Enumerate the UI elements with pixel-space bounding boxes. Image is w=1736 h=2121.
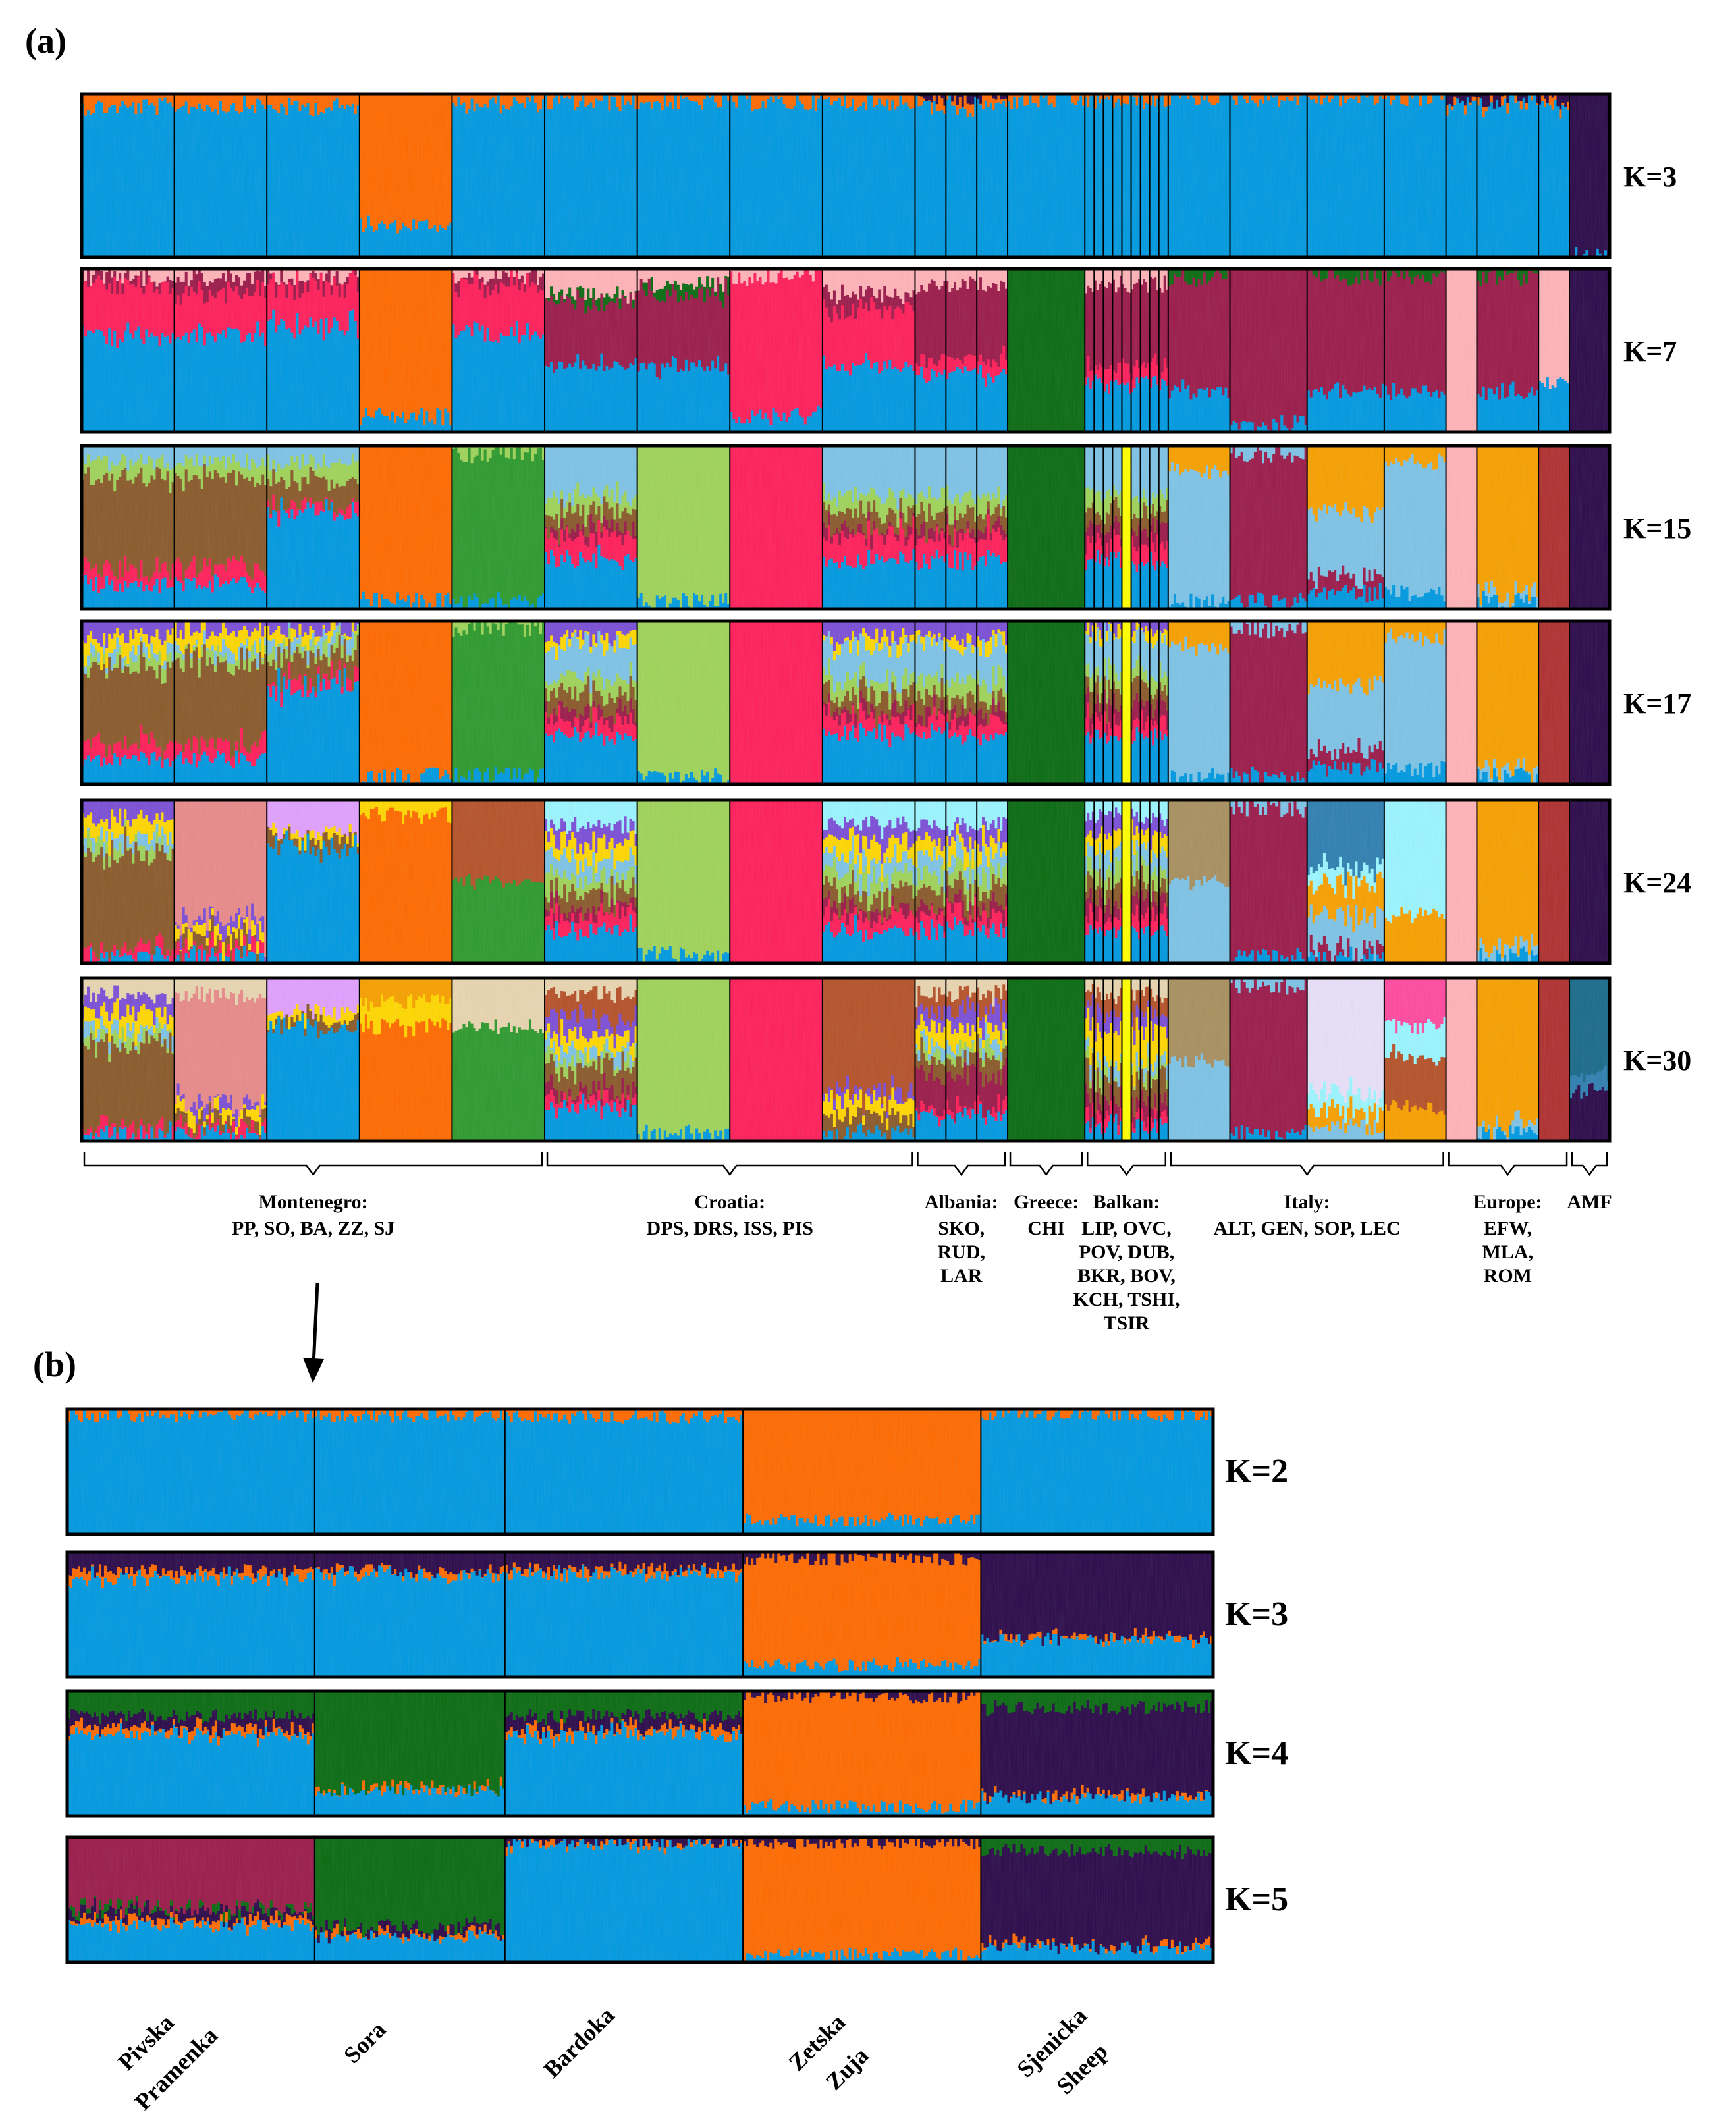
texture-overlay bbox=[82, 269, 1610, 432]
k-label: K=3 bbox=[1623, 161, 1677, 193]
k-label: K=7 bbox=[1623, 335, 1677, 367]
panel-a-label: (a) bbox=[25, 21, 67, 61]
row-frame bbox=[80, 92, 1612, 259]
structure-row-k-15: K=15 bbox=[80, 444, 1691, 611]
structure-row-k-7: K=7 bbox=[80, 267, 1677, 434]
panel-b-label: (b) bbox=[33, 1345, 76, 1384]
row-frame bbox=[80, 267, 1612, 434]
structure-row-k-3: K=3 bbox=[80, 92, 1677, 259]
texture-overlay bbox=[82, 94, 1610, 257]
panel-a-structure-plot: K=3K=7K=15K=17K=24K=30 bbox=[80, 92, 1691, 1143]
